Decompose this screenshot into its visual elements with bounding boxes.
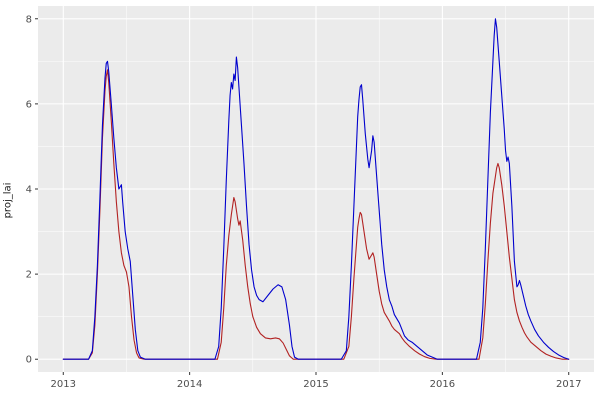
x-tick-label: 2014 [177, 379, 202, 390]
x-tick-label: 2013 [51, 379, 76, 390]
blue-series-line [62, 18, 570, 360]
y-tick-label: 0 [26, 355, 32, 366]
y-tick-label: 2 [26, 270, 32, 281]
y-tick-label: 6 [26, 99, 32, 110]
y-tick-label: 8 [26, 14, 32, 25]
x-tick-label: 2015 [303, 379, 328, 390]
red-series-line [62, 69, 570, 360]
x-tick-label: 2017 [556, 379, 581, 390]
y-tick-label: 4 [26, 185, 32, 196]
x-tick-label: 2016 [430, 379, 455, 390]
